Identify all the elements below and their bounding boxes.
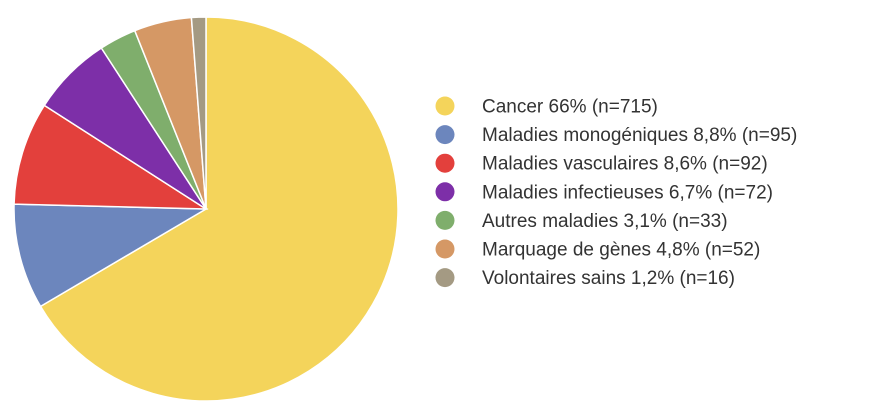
legend-marker-maladies-vasculaires: [435, 153, 455, 173]
pie-slice-cancer: [39, 16, 399, 402]
legend-label-maladies-monogeniques: Maladies monogéniques 8,8% (n=95): [482, 125, 797, 146]
pie-slice-volontaires-sains: [190, 16, 207, 210]
legend-marker-volontaires-sains: [435, 268, 455, 288]
pie-slice-maladies-monogeniques: [13, 203, 209, 308]
legend: Cancer 66% (n=715) Maladies monogéniques …: [435, 96, 797, 289]
legend-marker-maladies-monogeniques: [435, 125, 455, 145]
legend-marker-cancer: [435, 96, 455, 116]
legend-label-maladies-vasculaires: Maladies vasculaires 8,6% (n=92): [482, 154, 768, 175]
legend-label-maladies-infectieuses: Maladies infectieuses 6,7% (n=72): [482, 182, 773, 203]
legend-label-volontaires-sains: Volontaires sains 1,2% (n=16): [482, 268, 735, 289]
legend-marker-autres-maladies: [435, 210, 455, 230]
pie-slices: [13, 16, 399, 402]
legend-label-marquage-de-genes: Marquage de gènes 4,8% (n=52): [482, 240, 760, 261]
legend-marker-marquage-de-genes: [435, 239, 455, 259]
legend-marker-maladies-infectieuses: [435, 182, 455, 202]
pie-slice-maladies-vasculaires: [13, 104, 209, 210]
legend-label-cancer: Cancer 66% (n=715): [482, 97, 658, 118]
legend-label-autres-maladies: Autres maladies 3,1% (n=33): [482, 211, 728, 232]
